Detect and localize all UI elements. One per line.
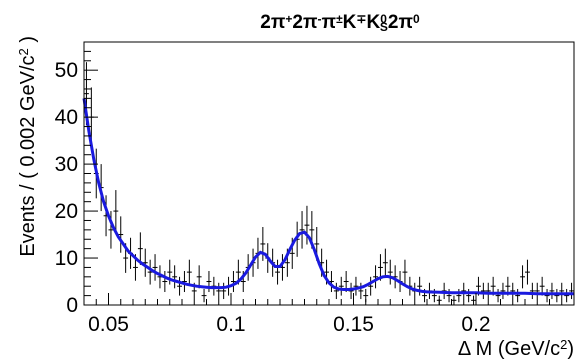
data-point	[260, 227, 266, 261]
data-point	[186, 259, 192, 285]
chart-title-group: 2π+2π-π±K∓K0 S2π0	[260, 12, 420, 34]
error-bars	[84, 62, 574, 305]
data-point	[569, 282, 574, 300]
data-point	[113, 190, 119, 233]
data-point	[221, 282, 227, 300]
data-point	[564, 288, 570, 303]
data-point	[182, 271, 187, 293]
y-tick-label: 20	[55, 200, 78, 223]
data-point	[515, 288, 521, 303]
data-point	[118, 216, 124, 253]
chart-title: 2π+2π-π±K∓K0 S2π0	[260, 12, 420, 34]
data-point	[534, 282, 540, 300]
data-point	[402, 259, 408, 285]
y-tick-label: 40	[55, 106, 78, 129]
data-point	[554, 288, 560, 303]
data-point	[142, 248, 148, 277]
x-tick-label: 0.15	[333, 313, 374, 336]
data-point	[108, 211, 114, 249]
data-point	[201, 288, 207, 303]
data-point	[510, 282, 516, 300]
data-point	[333, 282, 339, 300]
y-axis-title: Events / ( 0.002 GeV/c2 )	[16, 36, 39, 257]
data-point	[500, 282, 506, 300]
data-point	[446, 288, 452, 303]
data-point	[358, 282, 364, 300]
data-point	[299, 211, 305, 249]
data-point	[172, 265, 178, 289]
data-point	[461, 282, 467, 300]
ticks: 0 10 20 30 40 50 0.05 0.1 0.15 0.2	[55, 41, 575, 336]
data-point	[451, 295, 457, 305]
x-tick-label: 0.1	[216, 313, 245, 336]
data-point	[177, 276, 182, 296]
data-point	[196, 265, 202, 289]
data-point	[373, 265, 378, 289]
y-tick-label: 50	[55, 59, 78, 82]
axes	[83, 41, 575, 306]
x-axis-title-group: Δ M (GeV/c2)	[458, 337, 574, 360]
data-point	[495, 288, 501, 303]
data-point	[231, 271, 236, 293]
data-point	[137, 232, 143, 265]
data-point	[152, 254, 158, 281]
data-point	[520, 265, 525, 289]
x-axis-title: Δ M (GeV/c2)	[458, 337, 574, 360]
data-point	[549, 282, 555, 300]
data-point	[525, 259, 530, 285]
data-point	[417, 276, 423, 296]
data-point	[466, 288, 472, 303]
y-tick-label: 0	[66, 294, 78, 317]
fit-curve	[82, 98, 574, 296]
data-point	[480, 282, 486, 300]
data-point	[559, 282, 565, 300]
data-point	[275, 259, 280, 285]
y-tick-label: 30	[55, 153, 78, 176]
fit-curve-group	[82, 98, 574, 296]
data-point	[382, 248, 388, 277]
data-point	[529, 282, 535, 300]
y-axis-title-group: Events / ( 0.002 GeV/c2 )	[16, 36, 39, 257]
data-point	[471, 295, 476, 305]
data-point	[162, 271, 168, 293]
plot-frame	[83, 41, 575, 306]
data-point	[456, 288, 462, 303]
data-point	[387, 259, 393, 285]
data-point	[485, 282, 491, 300]
y-tick-label: 10	[55, 247, 78, 270]
data-point	[147, 259, 153, 285]
x-tick-label: 0.2	[461, 313, 490, 336]
data-point	[338, 276, 344, 296]
data-point	[304, 205, 310, 245]
x-tick-label: 0.05	[88, 313, 129, 336]
data-point	[216, 282, 222, 300]
data-point	[368, 276, 374, 296]
data-point	[441, 282, 447, 300]
data-point	[353, 276, 359, 296]
data-point	[544, 288, 550, 303]
